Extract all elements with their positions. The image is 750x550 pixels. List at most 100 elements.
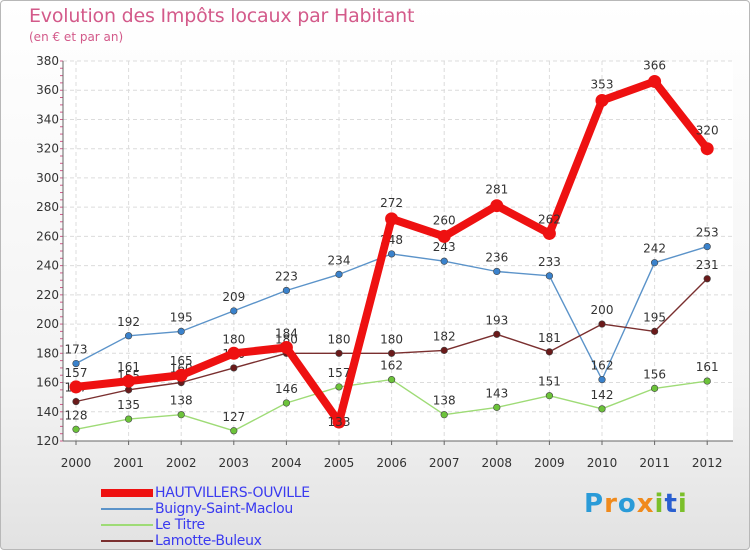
y-tick-label: 200 [36,317,59,331]
data-label: 272 [380,196,403,210]
data-point [493,403,501,411]
data-label: 143 [485,386,508,400]
data-point [598,376,606,384]
data-label: 151 [538,375,561,389]
data-point [650,384,659,392]
data-point [650,327,659,335]
chart-title: Evolution des Impôts locaux par Habitant [29,5,415,27]
data-point [72,359,80,368]
data-point [648,74,662,88]
data-point [335,270,343,278]
data-label: 243 [433,240,456,254]
data-point [72,425,80,433]
y-tick-label: 180 [36,346,59,360]
data-point [335,383,343,391]
data-label: 242 [643,242,666,256]
data-label: 281 [485,183,508,197]
x-tick-label: 2003 [219,456,250,470]
data-point [490,199,504,213]
data-point [437,229,451,243]
x-tick-label: 2000 [61,456,92,470]
legend-label: Buigny-Saint-Maclou [155,501,293,517]
data-point [385,212,399,226]
data-point [279,340,293,354]
y-tick-label: 260 [36,229,59,243]
data-label: 180 [328,332,351,346]
data-point [703,275,711,283]
legend-swatch [101,524,153,526]
y-tick-label: 380 [36,54,59,68]
data-label: 161 [117,360,140,374]
data-label: 157 [65,366,88,380]
data-point [545,392,554,400]
legend-label: Lamotte-Buleux [155,533,262,549]
data-label: 260 [433,213,456,227]
data-point [282,286,291,295]
data-point [388,250,396,258]
data-label: 180 [222,332,245,346]
data-point [177,411,185,419]
proxiti-logo: Proxiti [584,489,688,519]
data-point [440,346,448,354]
data-label: 133 [328,415,351,429]
data-point [700,142,714,156]
data-label: 180 [275,332,298,346]
data-point [282,399,291,407]
y-tick-label: 360 [36,83,59,97]
x-tick-label: 2004 [271,456,302,470]
data-label: 165 [170,354,193,368]
data-point [388,349,396,357]
y-tick-label: 160 [36,376,59,390]
x-tick-label: 2012 [692,456,723,470]
data-point [122,374,136,388]
data-label: 142 [591,388,614,402]
y-tick-label: 340 [36,112,59,126]
chart-subtitle: (en € et par an) [29,30,124,44]
y-tick-label: 320 [36,142,59,156]
data-point [332,415,346,429]
data-point [598,405,606,413]
data-label: 182 [433,329,456,343]
data-label: 366 [643,58,666,72]
data-point [69,380,83,394]
y-tick-label: 280 [36,200,59,214]
data-label: 128 [65,408,88,422]
data-point [545,348,554,356]
x-tick-label: 2002 [166,456,197,470]
data-label: 135 [117,398,140,412]
y-tick-label: 140 [36,405,59,419]
x-tick-label: 2001 [113,456,144,470]
data-point [227,346,241,360]
data-point [542,226,556,240]
data-label: 138 [170,394,193,408]
x-tick-label: 2006 [376,456,407,470]
data-point [493,267,501,276]
data-label: 127 [222,410,245,424]
data-label: 162 [591,359,614,373]
data-label: 156 [643,367,666,381]
data-label: 353 [591,77,614,91]
data-point [230,427,238,435]
y-tick-label: 240 [36,259,59,273]
data-label: 195 [170,310,193,324]
data-point [650,259,659,267]
data-label: 209 [222,290,245,304]
data-point [388,376,396,384]
data-point [230,307,238,315]
data-label: 138 [433,394,456,408]
data-point [230,364,238,372]
data-label: 180 [380,332,403,346]
legend-swatch [101,508,153,510]
data-label: 233 [538,255,561,269]
data-point [124,415,133,423]
data-point [72,397,80,406]
data-label: 184 [275,326,298,340]
data-label: 146 [275,382,298,396]
data-label: 223 [275,269,298,283]
data-label: 173 [65,343,88,357]
legend-swatch [101,540,153,542]
data-label: 320 [696,124,719,138]
data-point [545,272,554,280]
data-point [177,327,185,335]
